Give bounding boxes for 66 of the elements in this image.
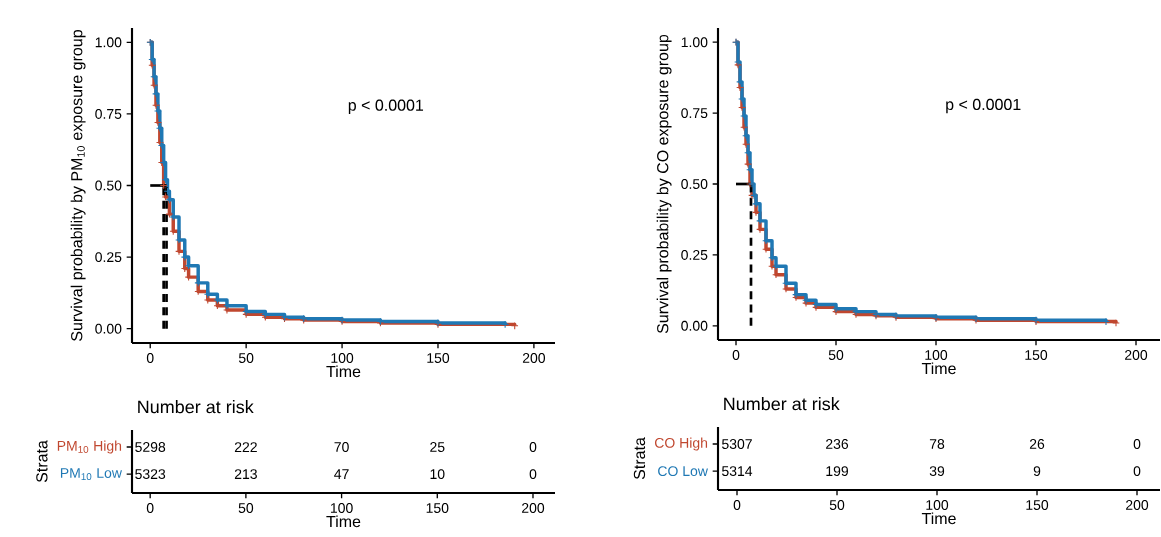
y-tick-label: 0.00 <box>95 323 122 334</box>
data-label: 222 <box>234 442 257 452</box>
x-tick-label: 0 <box>146 503 154 513</box>
x-tick-label: 150 <box>427 353 450 363</box>
data-label: 26 <box>1029 439 1045 449</box>
x-axis-title: Time <box>921 362 956 375</box>
data-label: 0 <box>1133 439 1141 449</box>
x-axis-title: Time <box>326 365 361 378</box>
y-axis-title: Survival probability by PM$_{10}$ exposure group <box>70 30 86 341</box>
annotation: p < 0.0001 <box>348 99 424 114</box>
data-label: 236 <box>826 439 849 449</box>
x-tick-label: 50 <box>238 503 254 513</box>
x-tick-label: 150 <box>426 503 449 513</box>
x-tick-label: 0 <box>732 350 740 360</box>
x-tick-label: 150 <box>1025 350 1048 360</box>
y-tick-label: 1.00 <box>681 37 708 48</box>
y-tick-label: 0.00 <box>681 320 708 331</box>
x-tick-label: 200 <box>1125 350 1148 360</box>
x-tick-label: 50 <box>238 353 254 363</box>
y-tick-label: 0.50 <box>681 179 708 189</box>
data-label: 70 <box>334 442 349 452</box>
data-label: 5323 <box>135 469 166 480</box>
data-label: 213 <box>234 469 257 480</box>
y-tick-label: PM$_{10}$ Low <box>60 468 122 481</box>
y-tick-label: 0.75 <box>95 108 122 119</box>
data-label: 9 <box>1033 466 1041 477</box>
x-tick-label: 50 <box>828 350 844 360</box>
y-axis-title: Strata <box>36 440 48 483</box>
y-tick-label: 1.00 <box>95 37 122 48</box>
y-tick-label: 0.75 <box>681 108 708 119</box>
data-label: 25 <box>430 442 445 452</box>
data-label: 5307 <box>722 439 752 449</box>
x-tick-label: 100 <box>925 350 948 360</box>
y-tick-label: 0.25 <box>681 249 708 260</box>
x-tick-label: 150 <box>1026 500 1049 510</box>
x-tick-label: 50 <box>829 500 845 510</box>
y-tick-label: CO Low <box>658 466 708 477</box>
x-tick-label: 200 <box>522 353 546 363</box>
x-axis-title: Time <box>326 515 361 528</box>
x-tick-label: 100 <box>926 500 949 510</box>
y-tick-label: PM$_{10}$ High <box>57 440 122 454</box>
x-tick-label: 200 <box>1126 500 1149 510</box>
y-tick-label: 0.50 <box>95 180 122 191</box>
y-axis-title: Strata <box>633 437 646 480</box>
data-label: 5298 <box>135 442 166 452</box>
data-label: 10 <box>430 469 445 480</box>
data-label: 0 <box>529 469 537 480</box>
x-tick-label: 100 <box>330 503 353 513</box>
y-axis-title: Survival probability by CO exposure group <box>656 34 672 334</box>
x-axis-title: Time <box>921 512 956 525</box>
data-label: 78 <box>929 439 945 449</box>
data-label: 0 <box>1133 466 1141 477</box>
chart-title: Number at risk <box>724 397 840 411</box>
data-label: 39 <box>929 466 945 477</box>
data-label: 5314 <box>722 466 753 477</box>
annotation: p < 0.0001 <box>946 98 1021 114</box>
x-tick-label: 200 <box>522 503 545 513</box>
x-tick-label: 100 <box>331 353 354 363</box>
x-tick-label: 0 <box>146 353 154 363</box>
x-tick-label: 0 <box>733 500 741 510</box>
y-tick-label: 0.25 <box>95 252 122 263</box>
data-label: 199 <box>826 466 848 477</box>
chart-title: Number at risk <box>138 400 254 414</box>
data-label: 47 <box>334 469 349 479</box>
y-tick-label: CO High <box>654 437 708 451</box>
data-label: 0 <box>529 442 537 452</box>
